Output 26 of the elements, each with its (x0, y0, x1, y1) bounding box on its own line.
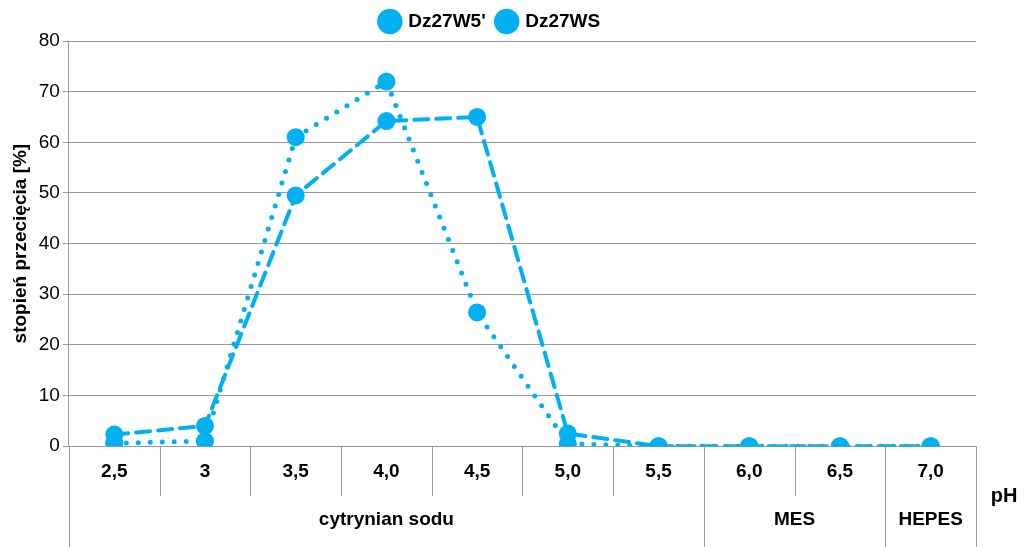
y-tick-label: 80 (38, 29, 60, 51)
x-tick-label: 3 (199, 459, 211, 481)
x-tick-label: 4,0 (373, 459, 400, 481)
x-tick-label: 6,5 (826, 459, 854, 481)
x-tick-label: 4,5 (463, 459, 491, 481)
y-tick-label: 60 (38, 130, 60, 152)
y-tick-label: 20 (38, 333, 60, 355)
x-tick-label: 2,5 (101, 459, 128, 481)
text: HEPES (898, 508, 963, 530)
legend-label: Dz27WS (525, 9, 601, 31)
y-axis-title: stopień przecięcia [%] (8, 143, 30, 344)
x-tick-label: 7,0 (917, 459, 944, 481)
y-tick-label: 50 (38, 181, 60, 203)
x-tick-label: 5,5 (645, 459, 673, 481)
y-tick-label: 70 (38, 79, 60, 101)
text: MES (773, 508, 816, 530)
y-tick-label: 40 (38, 231, 60, 253)
x-tick-label: 3,5 (282, 459, 310, 481)
x-tick-label: 5,0 (554, 459, 582, 481)
legend-label: Dz27W5' (408, 9, 486, 31)
x-axis-title: pH (990, 483, 1018, 506)
y-tick-label: 10 (38, 383, 60, 405)
y-tick-label: 30 (38, 282, 60, 304)
text: cytrynian sodu (318, 508, 454, 530)
x-tick-label: 6,0 (736, 459, 763, 481)
y-tick-label: 0 (49, 434, 60, 456)
